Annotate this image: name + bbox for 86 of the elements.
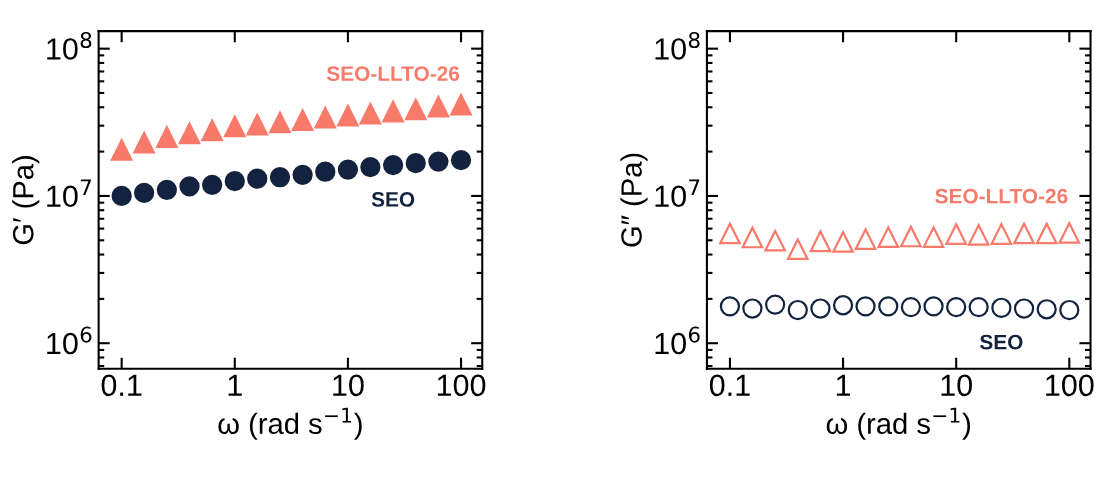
x-axis-title: ω (rad s$^{−1}$) xyxy=(218,407,362,440)
point xyxy=(900,296,922,318)
point xyxy=(991,297,1012,318)
point xyxy=(1035,222,1058,245)
point xyxy=(269,111,291,134)
point xyxy=(1013,298,1035,319)
point xyxy=(360,156,381,178)
x-tick-label: 10 xyxy=(333,374,364,397)
y-tick-label: 10$^{6}$ xyxy=(47,326,92,355)
point xyxy=(405,152,426,174)
point xyxy=(337,104,359,127)
point xyxy=(224,171,245,192)
series-label: SEO-LLTO-26 xyxy=(935,188,1068,204)
point xyxy=(247,168,268,189)
point xyxy=(314,106,337,129)
point xyxy=(967,224,990,246)
point xyxy=(900,225,922,248)
series-label: SEO xyxy=(371,192,415,207)
y-tick-label: 10$^{8}$ xyxy=(47,31,92,60)
x-tick-label: 100 xyxy=(1046,374,1094,397)
point xyxy=(855,296,876,317)
x-tick-label: 1 xyxy=(836,374,851,396)
point xyxy=(1059,299,1080,321)
point xyxy=(201,119,223,142)
point xyxy=(156,179,177,200)
point xyxy=(786,238,809,261)
point xyxy=(1013,222,1035,245)
point xyxy=(809,230,832,253)
point xyxy=(315,161,336,182)
series-label: SEO-LLTO-26 xyxy=(326,66,460,82)
y-axis-title: G″ (Pa) xyxy=(620,153,648,247)
point xyxy=(359,102,382,125)
point xyxy=(1058,222,1081,244)
point xyxy=(922,226,945,248)
point xyxy=(133,182,155,203)
point xyxy=(968,296,989,318)
point xyxy=(854,228,877,250)
point xyxy=(428,151,449,172)
y-axis-title: G′ (Pa) xyxy=(12,156,40,245)
x-tick-label: 100 xyxy=(437,374,486,397)
x-axis-title: ω (rad s$^{−1}$) xyxy=(826,407,971,440)
y-tick-label: 10$^{7}$ xyxy=(47,179,91,208)
point xyxy=(945,223,968,245)
x-tick-label: 10 xyxy=(941,374,972,397)
point xyxy=(878,296,899,317)
point xyxy=(832,231,854,253)
point xyxy=(404,98,427,121)
x-tick-label: 0.1 xyxy=(101,374,142,397)
point xyxy=(719,222,741,245)
x-tick-label: 0.1 xyxy=(709,374,750,397)
point xyxy=(269,167,291,188)
point xyxy=(450,93,472,116)
point xyxy=(946,296,967,318)
point xyxy=(1036,299,1057,320)
point xyxy=(110,139,133,161)
point xyxy=(292,164,313,186)
point xyxy=(291,109,314,131)
point xyxy=(133,131,155,154)
point xyxy=(111,185,132,207)
y-tick-label: 10$^{6}$ xyxy=(655,326,700,355)
point xyxy=(223,115,246,138)
point xyxy=(156,126,178,148)
point xyxy=(742,298,763,319)
y-tick-label: 10$^{7}$ xyxy=(655,179,700,208)
point xyxy=(179,176,200,197)
point xyxy=(787,299,808,321)
point xyxy=(741,226,764,249)
point xyxy=(246,113,269,136)
point xyxy=(450,150,472,171)
point xyxy=(382,154,404,176)
point xyxy=(719,296,741,317)
point xyxy=(202,174,223,195)
point xyxy=(877,226,900,248)
point xyxy=(337,159,359,180)
point xyxy=(810,298,831,319)
point xyxy=(764,229,786,252)
point xyxy=(382,100,404,123)
point xyxy=(832,295,854,316)
series-label: SEO xyxy=(980,334,1023,350)
point xyxy=(765,294,786,315)
point xyxy=(923,296,944,317)
point xyxy=(178,122,201,145)
y-tick-label: 10$^{8}$ xyxy=(655,31,700,60)
x-tick-label: 1 xyxy=(228,374,242,396)
point xyxy=(990,223,1013,245)
point xyxy=(427,95,450,118)
